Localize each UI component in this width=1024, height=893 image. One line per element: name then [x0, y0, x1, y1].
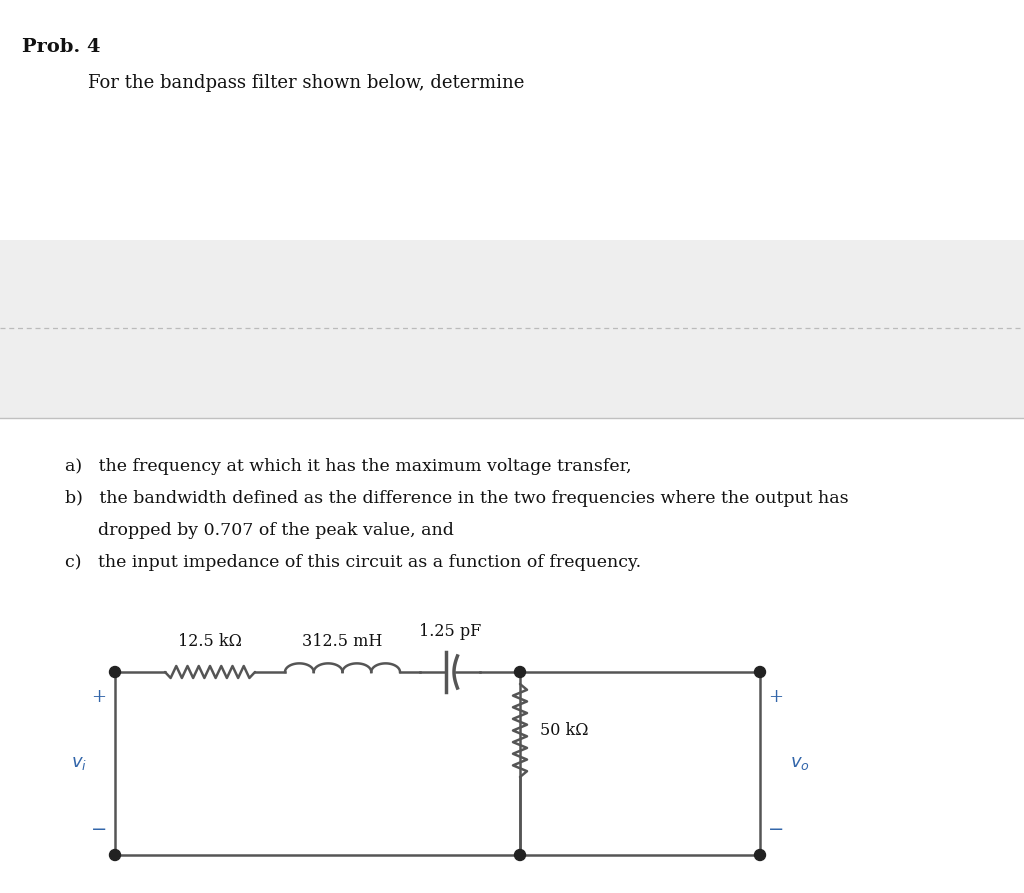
Circle shape	[514, 849, 525, 861]
Text: −: −	[768, 821, 784, 839]
Text: c)   the input impedance of this circuit as a function of frequency.: c) the input impedance of this circuit a…	[65, 554, 641, 571]
Text: −: −	[91, 821, 108, 839]
Text: a)   the frequency at which it has the maximum voltage transfer,: a) the frequency at which it has the max…	[65, 458, 632, 475]
Circle shape	[755, 666, 766, 678]
Circle shape	[110, 849, 121, 861]
Circle shape	[514, 666, 525, 678]
Text: For the bandpass filter shown below, determine: For the bandpass filter shown below, det…	[88, 74, 524, 92]
Circle shape	[110, 666, 121, 678]
Text: Prob. 4: Prob. 4	[22, 38, 100, 56]
Text: 50 kΩ: 50 kΩ	[540, 722, 589, 739]
Text: $v_o$: $v_o$	[790, 755, 810, 772]
Text: 12.5 kΩ: 12.5 kΩ	[178, 633, 242, 650]
Text: +: +	[768, 688, 783, 706]
Text: 1.25 pF: 1.25 pF	[419, 623, 481, 640]
Bar	[0, 240, 1024, 418]
Text: dropped by 0.707 of the peak value, and: dropped by 0.707 of the peak value, and	[65, 522, 454, 539]
Circle shape	[755, 849, 766, 861]
Text: b)   the bandwidth defined as the difference in the two frequencies where the ou: b) the bandwidth defined as the differen…	[65, 490, 849, 507]
Text: 312.5 mH: 312.5 mH	[302, 633, 383, 650]
Text: $v_i$: $v_i$	[71, 755, 87, 772]
Text: +: +	[91, 688, 106, 706]
